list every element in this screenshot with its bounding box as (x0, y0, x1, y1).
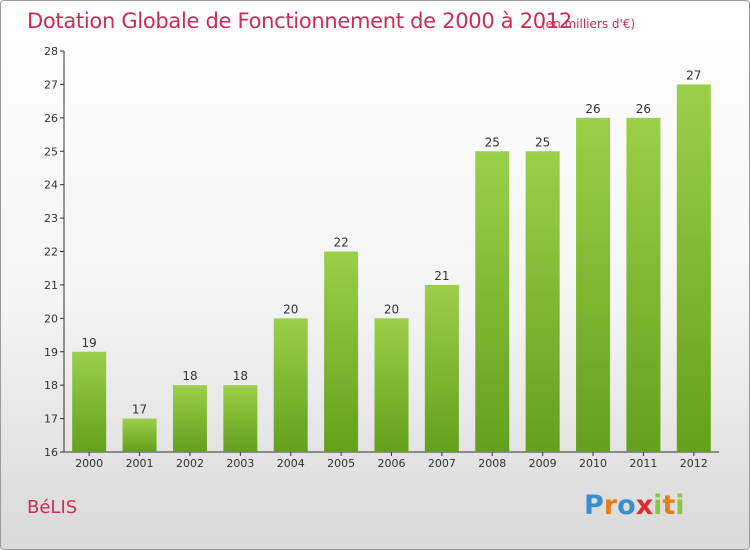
bar (223, 385, 258, 452)
bar (72, 351, 107, 452)
bar (324, 251, 359, 452)
x-tick-label: 2012 (680, 457, 708, 470)
data-label: 19 (82, 336, 97, 350)
y-tick-label: 27 (44, 78, 58, 91)
logo-letter: i (675, 490, 685, 521)
y-tick-label: 22 (44, 246, 58, 259)
x-tick-label: 2008 (478, 457, 506, 470)
chart-title: Dotation Globale de Fonctionnement de 20… (27, 9, 572, 33)
logo-letter: r (603, 490, 618, 521)
bar (475, 151, 510, 452)
data-label: 26 (585, 102, 600, 116)
x-tick-label: 2001 (126, 457, 154, 470)
y-tick-label: 25 (44, 145, 58, 158)
y-tick-label: 24 (44, 179, 58, 192)
bar (424, 284, 459, 452)
proxiti-logo[interactable]: Proxiti (584, 490, 685, 521)
logo-letter: t (662, 490, 676, 521)
x-tick-label: 2002 (176, 457, 204, 470)
data-label: 20 (384, 302, 399, 316)
y-tick-label: 23 (44, 212, 58, 225)
data-label: 18 (182, 369, 197, 383)
y-tick-label: 18 (44, 379, 58, 392)
logo-letter: o (617, 490, 636, 521)
y-tick-label: 19 (44, 346, 58, 359)
commune-name: BéLIS (27, 497, 78, 518)
x-tick-label: 2005 (327, 457, 355, 470)
data-label: 20 (283, 302, 298, 316)
x-tick-label: 2009 (529, 457, 557, 470)
x-tick-label: 2000 (75, 457, 103, 470)
data-label: 27 (686, 68, 701, 82)
data-label: 22 (333, 236, 348, 250)
data-label: 21 (434, 269, 449, 283)
bar (626, 117, 661, 452)
y-tick-label: 28 (44, 45, 58, 58)
data-label: 25 (485, 135, 500, 149)
bar (576, 117, 611, 452)
bar (122, 418, 157, 452)
bar (676, 84, 711, 453)
logo-letter: P (584, 490, 604, 521)
x-tick-label: 2007 (428, 457, 456, 470)
bar (374, 318, 409, 452)
y-tick-label: 17 (44, 413, 58, 426)
data-label: 17 (132, 403, 147, 417)
bar (273, 318, 308, 452)
x-tick-label: 2011 (629, 457, 657, 470)
logo-letter: x (635, 490, 654, 521)
x-tick-label: 2010 (579, 457, 607, 470)
logo-letter: i (653, 490, 663, 521)
y-tick-label: 26 (44, 112, 58, 125)
data-label: 26 (636, 102, 651, 116)
y-tick-label: 21 (44, 279, 58, 292)
bar (172, 385, 207, 452)
y-tick-label: 20 (44, 312, 58, 325)
data-label: 18 (233, 369, 248, 383)
bar (525, 151, 560, 452)
data-label: 25 (535, 135, 550, 149)
y-tick-label: 16 (44, 446, 58, 459)
x-tick-label: 2003 (226, 457, 254, 470)
x-tick-label: 2006 (378, 457, 406, 470)
chart-subtitle: (en milliers d'€) (541, 17, 636, 31)
x-tick-label: 2004 (277, 457, 305, 470)
